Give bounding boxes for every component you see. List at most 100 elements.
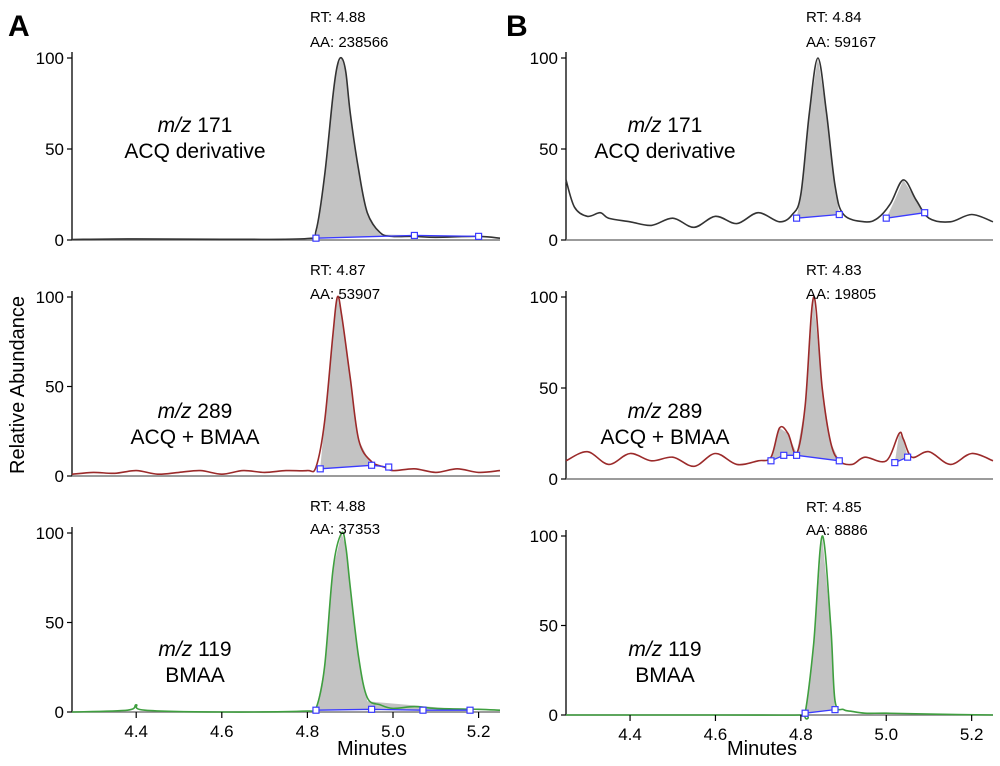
y-tick-label-a-289-50: 50 (45, 378, 64, 397)
baseline-a-289-marker-1 (368, 461, 376, 469)
baseline-a-289-marker-0 (316, 465, 324, 473)
x-axis-title-b: Minutes (727, 738, 797, 760)
baseline-secondary-b-171 (886, 212, 925, 219)
baseline-secondary-b-289-marker-1 (903, 453, 912, 461)
trace-line-b-119 (566, 535, 994, 720)
trace-line-b-171 (565, 57, 994, 229)
y-tick-label-a-171-0: 0 (55, 231, 64, 250)
peak-fill-secondary-b-171 (886, 179, 925, 219)
x-tick-label-a-4.6: 4.6 (210, 722, 234, 741)
baseline-a-171-marker-0 (312, 234, 320, 242)
mz-label-a-119: m/z 119 (158, 638, 231, 661)
baseline-a-119-marker-2 (419, 706, 427, 714)
baseline-b-119-marker-0 (801, 709, 809, 717)
y-tick-label-a-119-50: 50 (45, 614, 64, 633)
baseline-a-171-marker-2 (475, 232, 483, 240)
mz-label-a-171: m/z 171 (158, 114, 233, 137)
y-tick-label-b-289-0: 0 (549, 470, 558, 489)
x-tick-label-b-5.2: 5.2 (960, 725, 984, 744)
compound-label-a-119: BMAA (165, 664, 225, 687)
rt-label-b-171: RT: 4.84 (806, 9, 862, 26)
mz-value-b-119: 119 (662, 638, 701, 661)
y-tick-label-a-119-100: 100 (36, 524, 64, 543)
peak-fill-a-171 (316, 58, 479, 239)
baseline-b-119-marker-1 (831, 706, 839, 714)
y-tick-label-a-289-0: 0 (55, 467, 64, 486)
baseline-secondary-b-289-marker-0 (891, 459, 899, 467)
y-tick-label-a-119-0: 0 (55, 703, 64, 722)
aa-label-a-171: AA: 238566 (310, 34, 388, 51)
x-tick-label-a-4.8: 4.8 (296, 722, 320, 741)
mz-value-b-289: 289 (661, 400, 702, 423)
mz-prefix-a-289: m/z (158, 400, 192, 423)
rt-label-b-119: RT: 4.85 (806, 499, 862, 516)
y-tick-label-a-289-100: 100 (36, 288, 64, 307)
x-tick-label-a-4.4: 4.4 (124, 722, 148, 741)
y-tick-label-b-171-50: 50 (539, 140, 558, 159)
y-tick-label-b-289-50: 50 (539, 379, 558, 398)
compound-label-b-289: ACQ + BMAA (601, 426, 730, 449)
peak-fill-b-171 (796, 58, 840, 219)
mz-value-a-119: 119 (192, 638, 231, 661)
mz-label-b-289: m/z 289 (628, 400, 703, 423)
baseline-b-289-marker-1 (780, 451, 788, 459)
x-tick-label-b-4.4: 4.4 (618, 725, 642, 744)
aa-label-b-171: AA: 59167 (806, 34, 876, 51)
y-tick-label-b-119-0: 0 (549, 706, 558, 725)
rt-label-b-289: RT: 4.83 (806, 262, 862, 279)
baseline-b-171 (796, 213, 840, 219)
rt-label-a-289: RT: 4.87 (310, 262, 366, 279)
y-tick-label-b-171-100: 100 (530, 49, 558, 68)
mz-prefix-a-171: m/z (158, 114, 192, 137)
compound-label-b-119: BMAA (635, 664, 695, 687)
baseline-a-171-marker-1 (410, 231, 418, 240)
mz-prefix-a-119: m/z (158, 638, 192, 661)
x-tick-label-a-5.2: 5.2 (467, 722, 491, 741)
plots-layer: 0 50 100 RT: 4.88 AA: 238566 m/z 171 ACQ deriv… (36, 9, 994, 744)
mz-prefix-b-119: m/z (628, 638, 662, 661)
y-tick-label-a-171-50: 50 (45, 140, 64, 159)
x-tick-label-b-4.6: 4.6 (704, 725, 728, 744)
baseline-secondary-b-171-marker-1 (921, 209, 929, 217)
trace-line-a-119 (71, 531, 501, 714)
baseline-a-119-marker-1 (368, 705, 376, 713)
panel-letter-a: A (8, 10, 30, 43)
x-tick-label-b-4.8: 4.8 (789, 725, 813, 744)
baseline-b-171-marker-1 (835, 210, 843, 219)
peak-fill-a-119 (316, 533, 470, 711)
baseline-b-119 (805, 708, 836, 714)
baseline-b-289-marker-3 (835, 457, 843, 465)
aa-label-a-119: AA: 37353 (310, 521, 380, 538)
peak-fill-b-119 (805, 536, 835, 714)
baseline-a-289-marker-2 (385, 463, 393, 471)
compound-label-b-171: ACQ derivative (594, 140, 735, 163)
aa-label-a-289: AA: 53907 (310, 286, 380, 303)
rt-label-a-171: RT: 4.88 (310, 9, 366, 26)
y-tick-label-b-119-50: 50 (539, 617, 558, 636)
mz-label-a-289: m/z 289 (158, 400, 233, 423)
mz-prefix-b-171: m/z (628, 114, 662, 137)
baseline-secondary-b-171-marker-0 (882, 214, 890, 222)
baseline-a-119-marker-3 (466, 706, 474, 714)
baseline-b-171-marker-0 (792, 214, 801, 222)
compound-label-a-289: ACQ + BMAA (131, 426, 260, 449)
baseline-a-119 (315, 708, 470, 711)
compound-label-a-171: ACQ derivative (124, 140, 265, 163)
x-tick-label-b-5.0: 5.0 (874, 725, 898, 744)
trace-line-a-289 (71, 295, 501, 476)
trace-line-b-289 (565, 296, 994, 468)
mz-value-b-171: 171 (661, 114, 702, 137)
y-axis-title: Relative Abundance (7, 296, 29, 474)
baseline-b-289-marker-0 (767, 457, 775, 465)
peak-fill-a-289 (320, 297, 389, 469)
aa-label-b-119: AA: 8886 (806, 522, 868, 539)
x-axis-title-a: Minutes (337, 738, 407, 760)
aa-label-b-289: AA: 19805 (806, 286, 876, 303)
y-tick-label-b-289-100: 100 (530, 288, 558, 307)
peak-fill-b-289 (771, 297, 840, 461)
y-tick-label-b-171-0: 0 (549, 231, 558, 250)
baseline-b-289-marker-2 (792, 451, 801, 459)
rt-label-a-119: RT: 4.88 (310, 498, 366, 515)
y-tick-label-a-171-100: 100 (36, 49, 64, 68)
